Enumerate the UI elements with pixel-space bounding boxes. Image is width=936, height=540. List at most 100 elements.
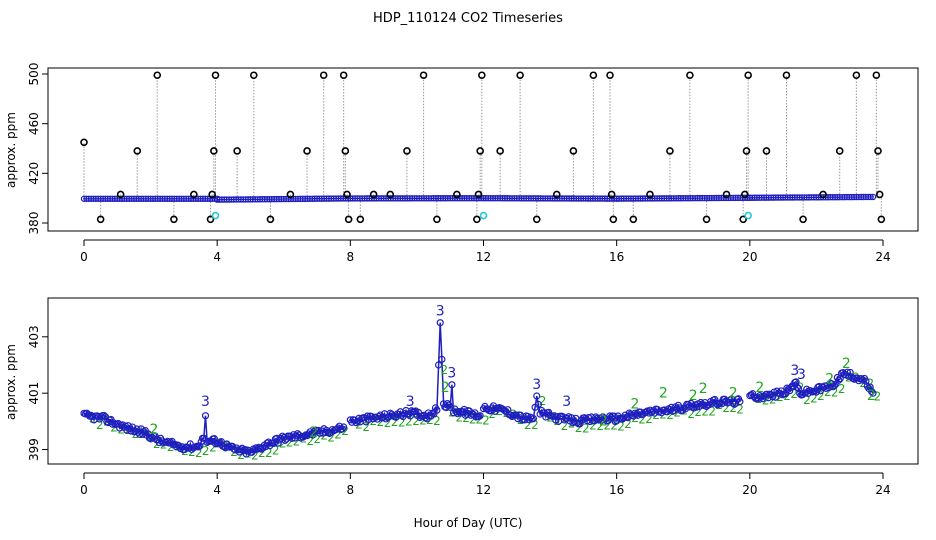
series-label: 2 xyxy=(699,381,708,397)
series-point xyxy=(433,406,441,414)
spike-point xyxy=(473,215,481,224)
bottom-x-tick-label: 8 xyxy=(347,483,355,497)
series-2-marker: 2 xyxy=(638,412,646,426)
spike-point xyxy=(133,147,142,155)
bottom-y-axis-title: approx. ppm xyxy=(4,344,18,420)
top-y-tick-label: 500 xyxy=(27,63,41,86)
spike-point xyxy=(569,147,578,155)
cyan-point xyxy=(744,211,752,220)
series-2-marker: 2 xyxy=(279,436,287,450)
series-2-marker: 2 xyxy=(362,420,370,434)
bottom-x-tick-label: 12 xyxy=(476,483,491,497)
spike-point xyxy=(609,215,618,224)
spike-point xyxy=(852,71,861,80)
series-2-marker: 2 xyxy=(722,401,730,415)
bottom-y-axis: 399 401 403 xyxy=(27,325,49,461)
series-point xyxy=(452,408,460,416)
series-point xyxy=(843,368,851,376)
top-x-tick-label: 12 xyxy=(476,250,491,264)
spike-point xyxy=(516,71,524,80)
bottom-series-markers: 2 2 2 2 2 2 2 2 22 2 2 2 2 2 2 2 2 2 2 2 2 2 2 2 2 22 2 2 2 2 2 2 2 2 2 2 2 2… xyxy=(80,319,881,463)
spike-point xyxy=(606,71,614,80)
series-label: 2 xyxy=(689,388,698,404)
series-point xyxy=(606,412,614,420)
spike-point xyxy=(722,190,731,199)
series-point xyxy=(576,420,584,428)
spike-point xyxy=(206,215,215,224)
spike-point xyxy=(233,147,241,155)
series-point xyxy=(133,425,141,433)
series-point xyxy=(436,319,444,327)
series-2-marker: 2 xyxy=(369,414,377,428)
top-x-tick-label: 20 xyxy=(742,250,757,264)
series-label: 3 xyxy=(436,304,445,320)
series-2-marker: 2 xyxy=(589,419,597,433)
series-2-marker: 2 xyxy=(624,417,632,431)
spike-point xyxy=(877,215,886,224)
series-2-marker: 2 xyxy=(441,363,449,377)
baseline-point xyxy=(867,193,874,201)
spike-point xyxy=(116,190,125,199)
bottom-x-tick-label: 24 xyxy=(875,483,890,497)
series-2-marker: 2 xyxy=(831,386,839,400)
bottom-y-tick-label: 403 xyxy=(27,325,41,348)
spike-point xyxy=(589,71,598,80)
series-label: 3 xyxy=(406,394,415,410)
series-2-marker: 2 xyxy=(384,416,392,430)
series-label: 2 xyxy=(599,414,608,430)
series-label: 2 xyxy=(842,356,851,372)
series-2-marker: 2 xyxy=(617,420,625,434)
bottom-x-tick-label: 0 xyxy=(80,483,88,497)
spike-point xyxy=(874,147,882,155)
series-point xyxy=(812,388,821,396)
series-label: 2 xyxy=(631,397,640,413)
spike-point xyxy=(369,190,378,199)
spike-point xyxy=(170,215,178,224)
spike-point xyxy=(742,147,751,155)
series-2-marker: 2 xyxy=(554,414,562,428)
top-y-tick-label: 460 xyxy=(27,112,41,135)
series-2-marker: 2 xyxy=(433,414,441,428)
top-x-tick-label: 4 xyxy=(213,250,221,264)
series-2-marker: 2 xyxy=(610,418,618,432)
top-panel: 0 4 8 12 16 20 24 380 420 460 500 approx. ppm xyxy=(4,63,919,264)
bottom-panel: 2 2 2 2 2 2 2 2 22 2 2 2 2 2 2 2 2 2 2 2 2 2 2 2 2 22 2 2 2 2 2 2 2 2 2 2 2 2… xyxy=(4,297,919,497)
spike-point xyxy=(356,215,365,224)
series-2-marker: 2 xyxy=(701,404,709,418)
series-point xyxy=(446,403,454,411)
series-2-marker: 2 xyxy=(251,449,259,463)
series-point xyxy=(448,381,456,389)
top-y-tick-label: 420 xyxy=(27,162,41,185)
series-point xyxy=(504,406,512,414)
series-2-marker: 2 xyxy=(531,418,539,432)
series-label: 3 xyxy=(562,394,571,410)
series-2-marker: 2 xyxy=(524,418,532,432)
series-point xyxy=(867,387,876,396)
series-point xyxy=(835,376,843,384)
series-2-marker: 2 xyxy=(391,415,399,429)
spike-point xyxy=(629,215,638,224)
series-2-marker: 2 xyxy=(673,405,681,419)
series-point xyxy=(434,361,443,369)
spike-point xyxy=(303,147,311,155)
series-label: 3 xyxy=(201,394,210,410)
spike-point xyxy=(646,190,654,199)
series-2-marker: 2 xyxy=(327,431,335,445)
series-point xyxy=(540,409,548,417)
spike-point xyxy=(607,190,616,199)
spike-point xyxy=(339,71,348,80)
series-2-marker: 2 xyxy=(456,411,464,425)
series-point xyxy=(830,382,839,390)
series-2-marker: 2 xyxy=(694,405,702,419)
series-2-marker: 2 xyxy=(412,414,420,428)
series-2-marker: 2 xyxy=(790,387,798,401)
series-point xyxy=(241,445,249,454)
series-point xyxy=(84,411,92,419)
bottom-x-tick-label: 16 xyxy=(609,483,624,497)
series-point xyxy=(866,383,874,391)
series-label: 2 xyxy=(755,380,764,396)
spike-point xyxy=(762,147,771,155)
spike-point xyxy=(474,190,483,199)
series-2-marker: 2 xyxy=(729,401,737,415)
